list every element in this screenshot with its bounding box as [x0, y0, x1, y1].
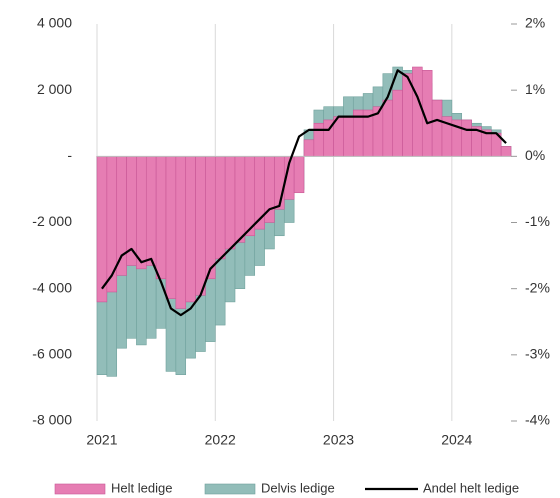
bar	[106, 156, 118, 293]
bar	[392, 89, 403, 157]
legend-swatch	[54, 483, 106, 495]
y-tick-label: -2 000	[32, 213, 72, 229]
x-tick-label: 2022	[205, 432, 236, 448]
y2-tick-label: 1%	[525, 81, 545, 97]
bar	[185, 156, 196, 303]
x-tick-label: 2024	[441, 432, 472, 448]
line	[101, 69, 507, 317]
bar	[412, 66, 423, 157]
bar	[382, 99, 394, 157]
legend-label: Helt ledige	[111, 480, 172, 495]
bar	[313, 122, 325, 157]
legend-swatch	[204, 483, 256, 495]
bar	[244, 156, 256, 237]
bar	[155, 156, 167, 280]
bar	[224, 156, 236, 250]
y-tick-label: 2 000	[37, 81, 72, 97]
legend-label: Andel helt ledige	[423, 480, 519, 495]
bar	[214, 156, 226, 260]
y-tick-label: -8 000	[32, 412, 72, 428]
x-tick-label: 2023	[323, 432, 354, 448]
bar	[461, 119, 472, 157]
y-tick-label: -4 000	[32, 279, 72, 295]
x-tick-label: 2021	[86, 432, 117, 448]
bar	[195, 156, 206, 296]
legend-label: Delvis ledige	[261, 480, 335, 495]
bar	[175, 156, 187, 309]
y2-tick-label: -2%	[525, 279, 550, 295]
bar	[431, 99, 443, 157]
bar	[96, 156, 108, 303]
bar	[343, 116, 354, 157]
y2-tick-label: 0%	[525, 147, 545, 163]
y-tick-label: -	[67, 147, 72, 163]
y2-tick-label: 2%	[525, 15, 545, 31]
y-tick-label: 4 000	[37, 15, 72, 31]
bar	[205, 156, 216, 280]
y2-tick-label: -4%	[525, 412, 550, 428]
bar	[234, 156, 246, 243]
bar	[293, 156, 305, 194]
y2-tick-label: -1%	[525, 213, 550, 229]
bar	[136, 156, 147, 270]
bar	[145, 156, 157, 266]
bar	[165, 156, 177, 299]
y-tick-label: -6 000	[32, 346, 72, 362]
bar	[303, 139, 315, 157]
y2-tick-label: -3%	[525, 346, 550, 362]
bar	[500, 146, 512, 157]
